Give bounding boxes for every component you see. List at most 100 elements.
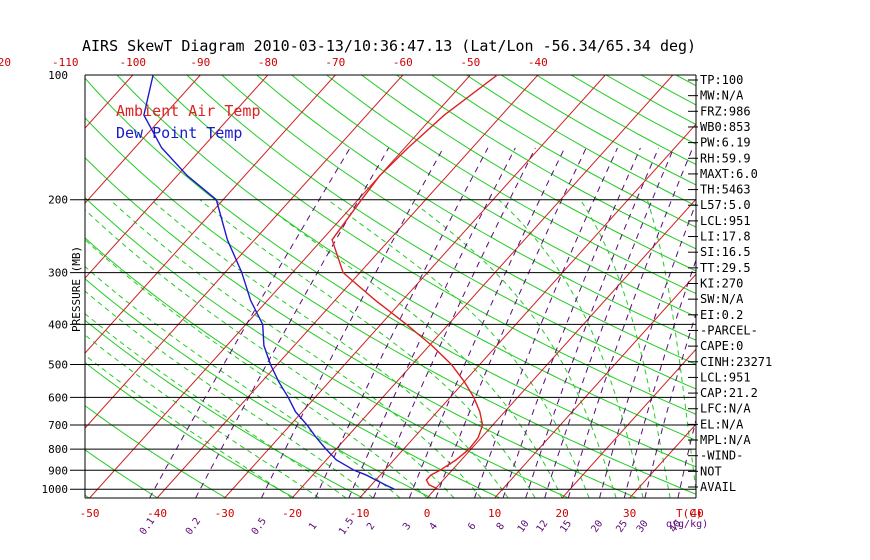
temperature-tick-label: -30 — [215, 507, 235, 520]
top-temperature-tick-label: -120 — [0, 56, 11, 69]
index-item: EL:N/A — [700, 417, 744, 431]
mixing-ratio-tick-label: 1 — [307, 521, 319, 532]
dry-adiabat — [85, 237, 501, 498]
isotherm — [156, 75, 539, 498]
dry-adiabat — [781, 75, 870, 498]
moist-adiabat — [85, 239, 428, 498]
air-temp-line — [331, 75, 498, 490]
pressure-tick-label: 600 — [48, 391, 68, 404]
index-item: LCL:951 — [700, 214, 751, 228]
mixing-ratio-axis-label: q(g/kg) — [666, 519, 708, 530]
mixing-ratio-line — [525, 147, 660, 498]
dry-adiabat — [151, 75, 696, 415]
moist-adiabat — [85, 354, 293, 498]
mixing-ratio-tick-label: 4 — [428, 521, 440, 532]
index-item: -WIND- — [700, 449, 743, 463]
moist-adiabat — [85, 265, 401, 498]
index-item: SI:16.5 — [700, 245, 751, 259]
dry-adiabat — [361, 75, 696, 272]
moist-adiabat — [409, 199, 617, 498]
index-item: CAPE:0 — [700, 339, 743, 353]
index-item: LFC:N/A — [700, 402, 751, 416]
mixing-ratio-tick-label: 0.2 — [184, 516, 203, 537]
moist-adiabat — [85, 290, 374, 498]
pressure-tick-label: 1000 — [42, 483, 69, 496]
index-item: WB0:853 — [700, 120, 751, 134]
index-item: -PARCEL- — [700, 323, 758, 337]
top-temperature-tick-label: -60 — [393, 56, 413, 69]
top-temperature-tick-label: -80 — [258, 56, 278, 69]
mixing-ratio-line — [567, 147, 694, 498]
index-item: EI:0.2 — [700, 308, 743, 322]
pressure-tick-label: 800 — [48, 443, 68, 456]
mixing-ratio-line — [502, 147, 641, 498]
temperature-tick-label: 0 — [424, 507, 431, 520]
mixing-ratio-line — [314, 147, 489, 498]
index-item: MW:N/A — [700, 89, 744, 103]
mixing-ratio-tick-label: 2 — [365, 521, 377, 532]
mixing-ratio-tick-label: 15 — [558, 519, 574, 535]
isotherm — [765, 75, 870, 498]
profile-series — [143, 75, 498, 490]
mixing-ratio-tick-label: 12 — [535, 518, 551, 534]
mixing-ratio-tick-label: 20 — [589, 518, 605, 534]
pressure-tick-label: 100 — [48, 69, 68, 82]
moist-adiabat — [85, 334, 320, 498]
index-item: CINH:23271 — [700, 355, 772, 369]
temperature-tick-label: -50 — [80, 507, 100, 520]
pressure-tick-label: 900 — [48, 464, 68, 477]
isobar-lines — [70, 74, 697, 499]
index-item: NOT — [700, 464, 722, 478]
moist-adiabat — [646, 199, 696, 494]
mixing-ratio-line — [372, 147, 536, 498]
mixing-ratio-tick-label: 10 — [516, 518, 532, 534]
isotherm — [561, 348, 696, 498]
index-item: AVAIL — [700, 480, 736, 494]
index-item: PW:6.19 — [700, 136, 751, 150]
isotherm — [494, 273, 696, 498]
index-item: TT:29.5 — [700, 261, 751, 275]
index-item: MAXT:6.0 — [700, 167, 758, 181]
dry-adiabat — [85, 196, 569, 498]
isotherm — [0, 75, 65, 498]
top-temperature-tick-label: -110 — [52, 56, 79, 69]
dry-adiabat — [85, 361, 295, 498]
index-item: MPL:N/A — [700, 433, 751, 447]
index-item: TP:100 — [700, 73, 743, 87]
dry-adiabat — [326, 75, 696, 295]
top-temperature-tick-label: -40 — [528, 56, 548, 69]
index-item: CAP:21.2 — [700, 386, 758, 400]
dew-point-line — [143, 75, 395, 490]
dry-adiabat — [396, 75, 696, 250]
moist-adiabat — [109, 199, 482, 498]
temperature-tick-label: 10 — [488, 507, 501, 520]
top-temperature-tick-label: -100 — [120, 56, 147, 69]
dry-adiabat — [256, 75, 696, 341]
mixing-ratio-line — [348, 147, 516, 498]
dry-adiabat — [746, 75, 870, 498]
index-item: LCL:951 — [700, 370, 751, 384]
isotherm — [85, 75, 269, 279]
moist-adiabat — [257, 199, 563, 498]
temperature-tick-label: 40 — [690, 507, 703, 520]
isotherm — [89, 75, 471, 498]
index-item: FRZ:986 — [700, 104, 751, 118]
temperature-tick-label: -10 — [350, 507, 370, 520]
moist-adiabat — [199, 199, 536, 498]
y-axis-label: PRESSURE (MB) — [70, 246, 83, 332]
dry-adiabat — [85, 278, 432, 498]
temperature-tick-label: -40 — [147, 507, 167, 520]
dry-adiabat — [85, 449, 158, 498]
moist-adiabat — [327, 199, 590, 498]
isotherm — [85, 75, 336, 354]
moist-adiabat — [85, 209, 455, 498]
isotherm — [224, 75, 606, 498]
isotherm — [85, 75, 201, 204]
pressure-tick-label: 200 — [48, 194, 68, 207]
index-item: RH:59.9 — [700, 151, 751, 165]
pressure-tick-label: 300 — [48, 267, 68, 280]
mixing-ratio-tick-label: 8 — [495, 521, 507, 532]
